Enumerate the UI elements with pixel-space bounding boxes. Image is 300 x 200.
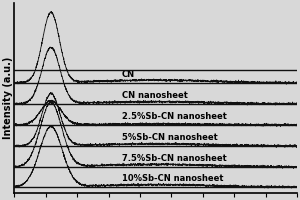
Text: 2.5%Sb-CN nanosheet: 2.5%Sb-CN nanosheet (122, 112, 226, 121)
Text: 7.5%Sb-CN nanosheet: 7.5%Sb-CN nanosheet (122, 154, 226, 163)
Text: CN: CN (122, 70, 135, 79)
Y-axis label: Intensity (a.u.): Intensity (a.u.) (3, 57, 13, 139)
Text: CN nanosheet: CN nanosheet (122, 91, 188, 100)
Text: 10%Sb-CN nanosheet: 10%Sb-CN nanosheet (122, 174, 223, 183)
Text: 5%Sb-CN nanosheet: 5%Sb-CN nanosheet (122, 133, 218, 142)
